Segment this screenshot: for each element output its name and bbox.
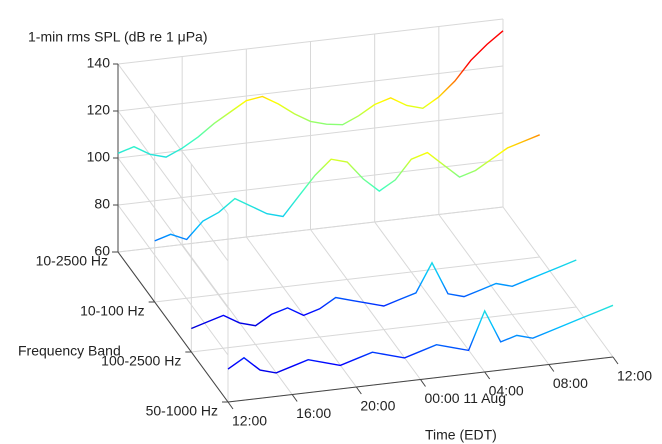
grid-line <box>117 63 229 215</box>
grid-line <box>502 206 614 358</box>
z-tick-label: 140 <box>87 55 111 71</box>
z-axis-label: 1-min rms SPL (dB re 1 μPa) <box>28 29 207 45</box>
grid-line <box>310 229 421 380</box>
grid-line <box>117 206 504 253</box>
x-tick-label: 12:00 <box>232 413 267 429</box>
series-line <box>191 259 577 330</box>
y-tick-label: 100-2500 Hz <box>101 353 181 369</box>
x-tick <box>484 371 491 380</box>
grid-line <box>154 256 540 303</box>
x-tick <box>355 386 362 395</box>
x-tick-label: 16:00 <box>296 405 331 421</box>
grid-line <box>374 221 486 373</box>
x-tick-label: 12:00 <box>617 368 652 384</box>
grid-line <box>245 236 357 388</box>
y-tick-label: 50-1000 Hz <box>146 403 218 419</box>
grid-line <box>191 306 577 353</box>
x-tick-label: 08:00 <box>553 375 588 391</box>
z-tick-label: 60 <box>94 243 110 259</box>
x-tick <box>420 379 426 387</box>
x-tick <box>227 401 234 410</box>
y-axis-label: Frequency Band <box>18 343 121 359</box>
x-tick-label: 20:00 <box>360 398 395 414</box>
grid-line <box>117 157 229 309</box>
x-tick-label: 04:00 <box>489 383 524 399</box>
grid-line <box>117 110 229 262</box>
x-tick <box>548 364 555 372</box>
x-tick-label: 00:00 11 Aug <box>425 390 506 406</box>
series-line <box>117 30 504 158</box>
z-tick-label: 100 <box>87 149 111 165</box>
series-line <box>154 134 540 242</box>
x-tick <box>291 394 298 402</box>
grid-line <box>117 204 229 356</box>
y-tick-label: 10-2500 Hz <box>36 253 108 269</box>
x-tick <box>612 356 619 365</box>
series-line <box>227 304 614 374</box>
x-axis-label: Time (EDT) <box>425 427 497 443</box>
y-tick-label: 10-100 Hz <box>80 303 145 319</box>
z-tick-label: 120 <box>87 102 111 118</box>
z-tick-label: 80 <box>94 196 110 212</box>
grid-line <box>438 214 550 365</box>
axis-line <box>117 251 229 403</box>
grid-line <box>181 244 293 395</box>
